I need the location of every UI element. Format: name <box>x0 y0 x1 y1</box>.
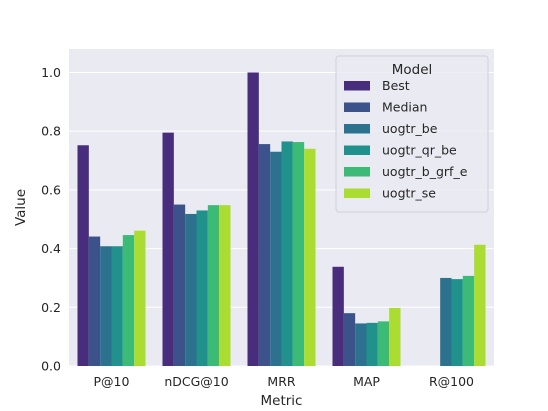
bar-uogtr-se-1 <box>219 205 231 366</box>
bar-median-3 <box>343 313 356 366</box>
bar-uogtr-b-grf-e-3 <box>377 321 390 366</box>
bar-uogtr-qr-be-2 <box>281 141 293 366</box>
y-axis-label: Value <box>13 189 29 226</box>
y-tick-label: 0.6 <box>41 182 61 197</box>
legend-swatch <box>344 124 370 134</box>
legend-label: uogtr_b_grf_e <box>382 164 468 179</box>
bar-uogtr-b-grf-e-4 <box>462 275 475 366</box>
legend-label: uogtr_qr_be <box>382 143 457 158</box>
legend-swatch <box>344 102 370 112</box>
bar-median-0 <box>88 236 101 366</box>
x-tick-label: nDCG@10 <box>164 374 228 389</box>
bar-median-1 <box>173 204 186 366</box>
legend: Model Best Median uogtr_be uogtr_qr_beuogtr… <box>335 55 489 213</box>
y-tick-label: 1.0 <box>41 65 61 80</box>
bar-uogtr-be-1 <box>185 213 197 366</box>
y-tick-label: 0.8 <box>41 124 61 139</box>
y-tick-label: 0.4 <box>41 241 61 256</box>
legend-label: uogtr_se <box>382 186 436 201</box>
bar-uogtr-b-grf-e-1 <box>207 205 220 366</box>
bar-uogtr-se-2 <box>304 148 316 366</box>
y-tick-label: 0.2 <box>41 300 61 315</box>
x-tick-label: P@10 <box>94 374 130 389</box>
bar-best-3 <box>332 266 344 366</box>
bar-uogtr-se-3 <box>389 307 401 366</box>
legend-swatch <box>344 81 370 91</box>
legend-items: Best Median uogtr_be uogtr_qr_be uogtr_b_grf… <box>344 78 468 201</box>
bar-uogtr-qr-be-3 <box>366 322 378 366</box>
bar-uogtr-b-grf-e-0 <box>122 235 135 366</box>
y-axis-ticks: 0.0 0.2 0.4 0.6 0.8 1.0 <box>41 65 61 374</box>
bar-uogtr-qr-be-0 <box>111 246 123 366</box>
y-tick-label: 0.0 <box>41 359 61 374</box>
legend-label: Median <box>382 100 427 115</box>
bar-uogtr-b-grf-e-2 <box>292 142 305 366</box>
bar-uogtr-se-4 <box>474 244 486 366</box>
bar-uogtr-qr-be-4 <box>451 279 463 366</box>
x-tick-label: R@100 <box>429 374 474 389</box>
bar-uogtr-be-0 <box>100 246 112 366</box>
bar-median-2 <box>258 144 271 366</box>
legend-swatch <box>344 167 370 177</box>
legend-swatch <box>344 188 370 198</box>
bar-best-0 <box>77 145 89 366</box>
bar-best-2 <box>247 72 259 367</box>
x-tick-label: MAP <box>353 374 380 389</box>
x-axis-ticks: P@10 nDCG@10 MRR MAP R@100 <box>94 374 475 389</box>
bars <box>77 72 486 367</box>
legend-box <box>335 55 489 213</box>
bar-uogtr-se-0 <box>134 230 146 366</box>
x-tick-label: MRR <box>267 374 295 389</box>
legend-label: uogtr_be <box>382 121 438 136</box>
legend-title: Model <box>392 62 433 78</box>
x-axis-label: Metric <box>261 393 303 409</box>
bar-best-1 <box>162 132 174 366</box>
legend-swatch <box>344 145 370 155</box>
bar-uogtr-be-3 <box>355 323 367 366</box>
legend-label: Best <box>382 78 410 93</box>
bar-uogtr-qr-be-1 <box>196 210 208 366</box>
bar-uogtr-be-4 <box>440 277 452 366</box>
bar-uogtr-be-2 <box>270 151 282 366</box>
